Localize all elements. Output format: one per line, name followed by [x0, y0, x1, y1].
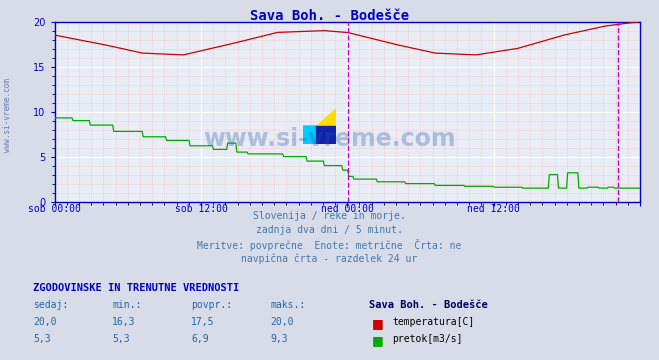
Text: ned 00:00: ned 00:00	[321, 204, 374, 214]
Polygon shape	[316, 126, 336, 144]
Text: min.:: min.:	[112, 300, 142, 310]
Text: navpična črta - razdelek 24 ur: navpična črta - razdelek 24 ur	[241, 254, 418, 264]
Text: Sava Boh. - Bodešče: Sava Boh. - Bodešče	[250, 9, 409, 23]
Text: 5,3: 5,3	[33, 334, 51, 345]
Text: ZGODOVINSKE IN TRENUTNE VREDNOSTI: ZGODOVINSKE IN TRENUTNE VREDNOSTI	[33, 283, 239, 293]
Text: sob 00:00: sob 00:00	[28, 204, 81, 214]
Text: 20,0: 20,0	[270, 317, 294, 327]
Text: ned 12:00: ned 12:00	[467, 204, 520, 214]
Text: Meritve: povprečne  Enote: metrične  Črta: ne: Meritve: povprečne Enote: metrične Črta:…	[197, 239, 462, 251]
Polygon shape	[316, 108, 336, 126]
Text: maks.:: maks.:	[270, 300, 305, 310]
Text: Slovenija / reke in morje.: Slovenija / reke in morje.	[253, 211, 406, 221]
Text: ■: ■	[372, 317, 384, 330]
Text: temperatura[C]: temperatura[C]	[392, 317, 474, 327]
Text: www.si-vreme.com: www.si-vreme.com	[3, 78, 13, 152]
Text: 6,9: 6,9	[191, 334, 209, 345]
Polygon shape	[303, 126, 336, 144]
Text: www.si-vreme.com: www.si-vreme.com	[203, 127, 456, 150]
Text: zadnja dva dni / 5 minut.: zadnja dva dni / 5 minut.	[256, 225, 403, 235]
Text: 20,0: 20,0	[33, 317, 57, 327]
Text: 16,3: 16,3	[112, 317, 136, 327]
Text: sob 12:00: sob 12:00	[175, 204, 227, 214]
Text: 17,5: 17,5	[191, 317, 215, 327]
Text: povpr.:: povpr.:	[191, 300, 232, 310]
Text: 9,3: 9,3	[270, 334, 288, 345]
Text: pretok[m3/s]: pretok[m3/s]	[392, 334, 463, 345]
Text: sedaj:: sedaj:	[33, 300, 68, 310]
Text: Sava Boh. - Bodešče: Sava Boh. - Bodešče	[369, 300, 488, 310]
Text: ■: ■	[372, 334, 384, 347]
Text: 5,3: 5,3	[112, 334, 130, 345]
